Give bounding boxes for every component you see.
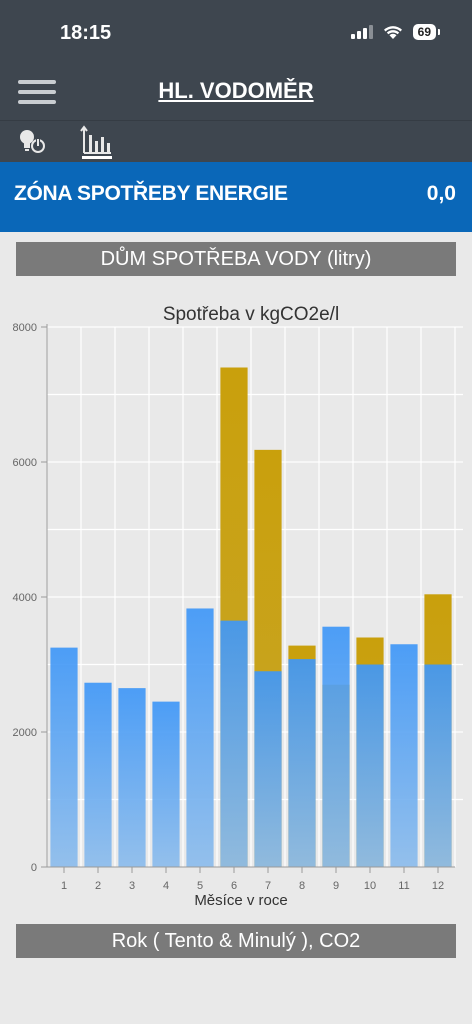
zone-label: ZÓNA SPOTŘEBY ENERGIE <box>14 182 288 205</box>
status-bar: 18:15 69 <box>0 0 472 62</box>
zone-value: 0,0 <box>426 182 456 205</box>
status-icons: 69 <box>350 24 441 40</box>
bar-current-year <box>50 647 78 867</box>
energy-zone-bar: ZÓNA SPOTŘEBY ENERGIE 0,0 <box>0 162 472 232</box>
x-tick-label: 10 <box>364 880 376 892</box>
wifi-icon <box>383 25 402 39</box>
x-tick-label: 7 <box>265 880 271 892</box>
x-tick-label: 8 <box>299 880 305 892</box>
bar-chart-icon[interactable] <box>80 125 114 159</box>
y-tick-label: 4000 <box>13 592 37 604</box>
x-tick-label: 6 <box>231 880 237 892</box>
y-tick-label: 0 <box>31 862 37 874</box>
chart-title: Spotřeba v kgCO2e/l <box>163 304 339 325</box>
bar-current-year <box>356 664 384 867</box>
x-tick-label: 3 <box>129 880 135 892</box>
y-tick-label: 2000 <box>13 727 37 739</box>
bar-current-year <box>390 644 418 867</box>
bar-current-year <box>424 664 452 867</box>
y-tick-label: 8000 <box>13 322 37 334</box>
x-tick-label: 9 <box>333 880 339 892</box>
x-tick-label: 2 <box>95 880 101 892</box>
x-tick-label: 1 <box>61 880 67 892</box>
x-tick-label: 11 <box>398 880 409 892</box>
status-time: 18:15 <box>60 22 112 44</box>
bar-current-year <box>254 671 282 867</box>
bar-current-year <box>84 682 112 867</box>
app-header: HL. VODOMĚR <box>0 62 472 120</box>
bar-current-year <box>152 701 180 867</box>
period-selector[interactable]: Rok ( Tento & Minulý ), CO2 <box>16 924 456 958</box>
bulb-power-icon[interactable] <box>16 125 48 157</box>
bar-current-year <box>288 659 316 867</box>
menu-icon[interactable] <box>18 80 56 104</box>
battery-icon: 69 <box>412 24 441 40</box>
bar-current-year <box>118 688 146 867</box>
bar-current-year <box>322 626 350 867</box>
signal-icon <box>350 25 373 39</box>
x-tick-label: 4 <box>163 880 169 892</box>
toolbar <box>0 120 472 162</box>
y-tick-label: 6000 <box>13 457 37 469</box>
x-tick-label: 12 <box>432 880 444 892</box>
x-axis-label: Měsíce v roce <box>194 892 287 909</box>
bar-current-year <box>220 620 248 867</box>
x-tick-label: 5 <box>197 880 203 892</box>
section-title[interactable]: DŮM SPOTŘEBA VODY (litry) <box>16 242 456 276</box>
page-title: HL. VODOMĚR <box>158 78 314 103</box>
bar-current-year <box>186 608 214 867</box>
